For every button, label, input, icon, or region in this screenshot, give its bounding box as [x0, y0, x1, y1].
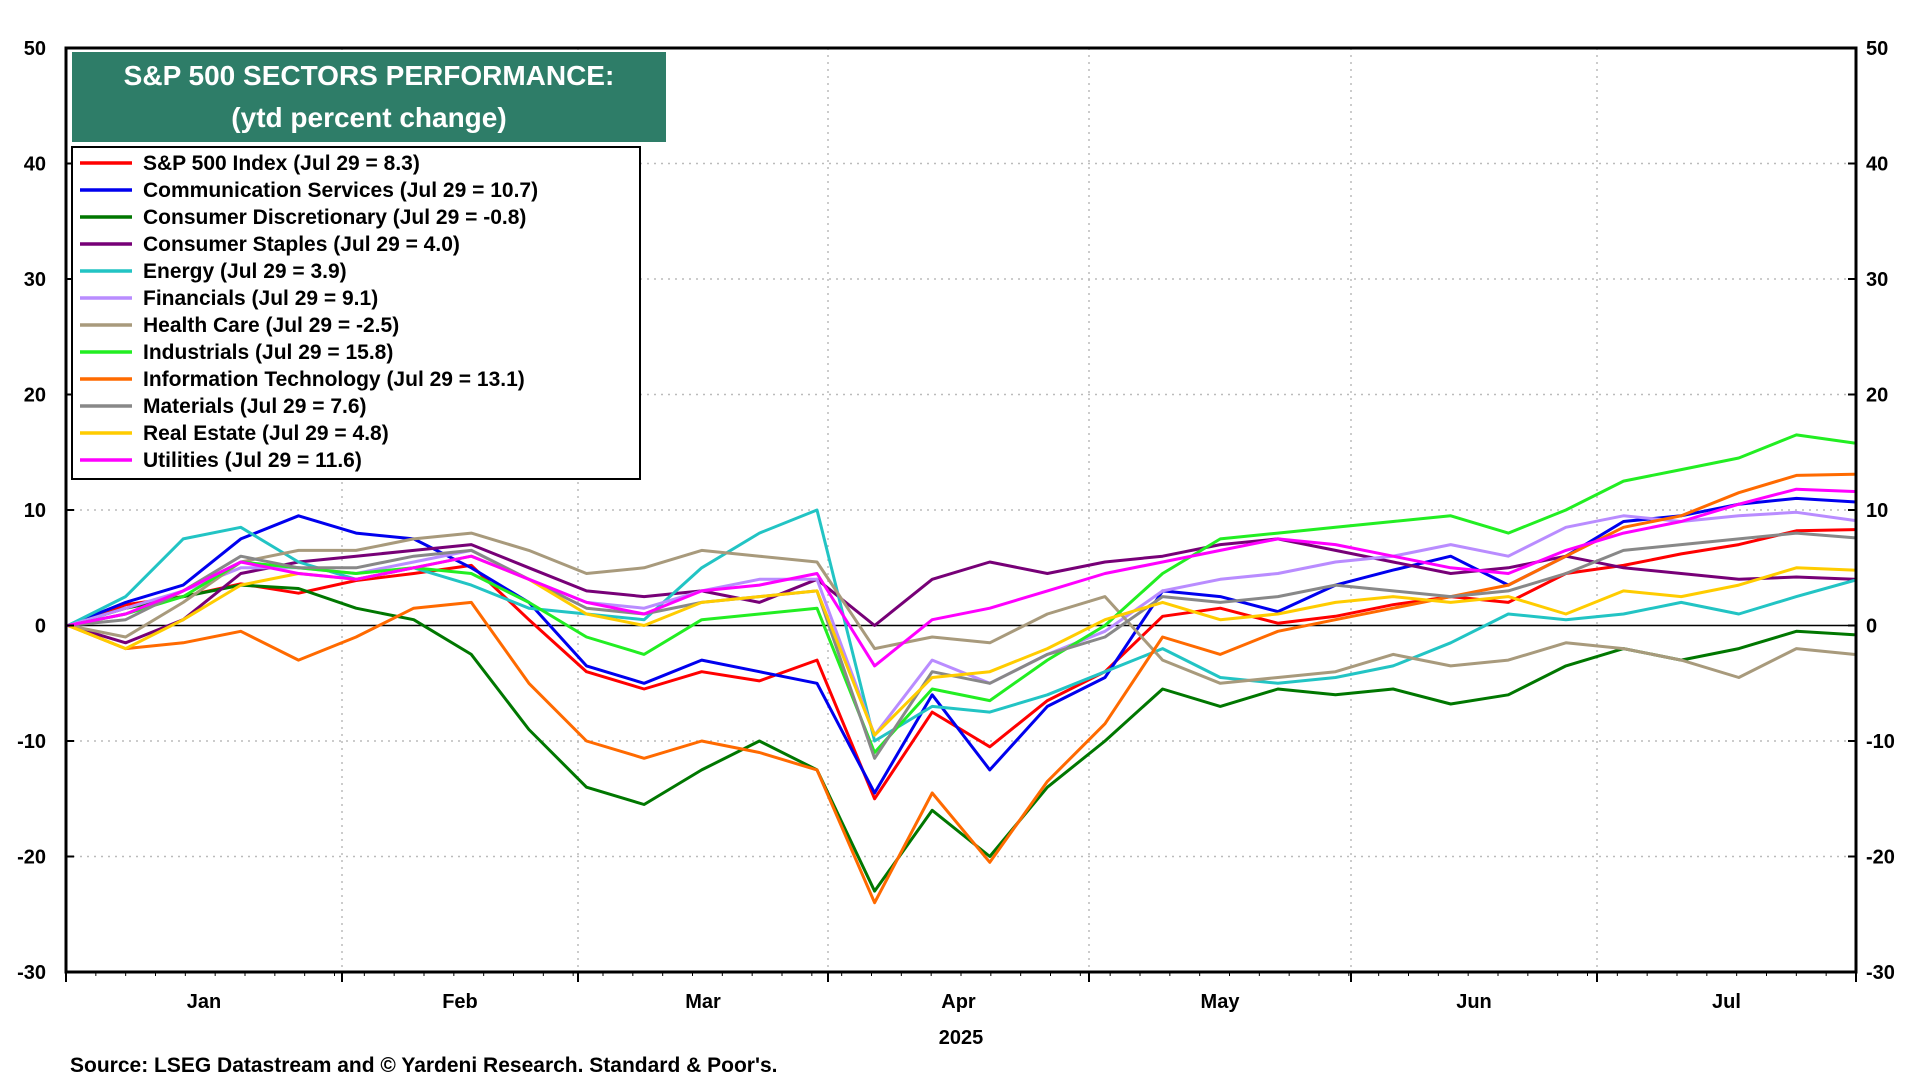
series-line	[66, 537, 1856, 645]
month-label: Feb	[442, 991, 478, 1013]
month-label: Jun	[1456, 991, 1492, 1013]
y-tick-label: 30	[24, 269, 46, 291]
y-tick-label: 20	[1866, 385, 1888, 407]
y-tick-label: 0	[1866, 616, 1877, 638]
source-note: Source: LSEG Datastream and © Yardeni Re…	[70, 1054, 777, 1077]
y-tick-label: 40	[24, 154, 46, 176]
chart-subtitle: (ytd percent change)	[231, 102, 506, 133]
y-tick-label: -10	[17, 731, 46, 753]
legend-label: Health Care (Jul 29 = -2.5)	[143, 314, 399, 337]
title-background	[72, 52, 666, 142]
y-axis-left: 50 40 30 20 10 0 -10 -20 -30	[17, 38, 74, 984]
y-tick-label: -30	[17, 962, 46, 984]
y-tick-label: -20	[17, 847, 46, 869]
y-tick-label: 30	[1866, 269, 1888, 291]
y-tick-label: 40	[1866, 154, 1888, 176]
y-tick-label: 50	[1866, 38, 1888, 60]
y-tick-label: 0	[35, 616, 46, 638]
x-axis-label: 2025	[939, 1027, 984, 1049]
y-axis-right: 50 40 30 20 10 0 -10 -20 -30	[1848, 38, 1895, 984]
series-line	[66, 531, 1856, 760]
legend-label: Real Estate (Jul 29 = 4.8)	[143, 422, 389, 445]
series-line	[66, 433, 1856, 754]
chart-title: S&P 500 SECTORS PERFORMANCE:	[124, 60, 615, 91]
title-box: S&P 500 SECTORS PERFORMANCE: (ytd percen…	[72, 52, 666, 142]
month-label: Mar	[685, 991, 721, 1013]
legend-label: Materials (Jul 29 = 7.6)	[143, 395, 367, 418]
series-line	[66, 583, 1856, 893]
series-line	[66, 531, 1856, 685]
legend-label: Industrials (Jul 29 = 15.8)	[143, 341, 393, 364]
legend-label: Energy (Jul 29 = 3.9)	[143, 260, 347, 283]
legend-label: Information Technology (Jul 29 = 13.1)	[143, 368, 525, 391]
y-tick-label: 10	[1866, 500, 1888, 522]
legend-label: Financials (Jul 29 = 9.1)	[143, 287, 378, 310]
y-tick-label: -30	[1866, 962, 1895, 984]
series-line	[66, 472, 1856, 905]
y-tick-label: 20	[24, 385, 46, 407]
series-layer	[66, 433, 1856, 905]
legend-label: S&P 500 Index (Jul 29 = 8.3)	[143, 152, 420, 175]
y-tick-label: -10	[1866, 731, 1895, 753]
legend-label: Consumer Discretionary (Jul 29 = -0.8)	[143, 206, 526, 229]
y-tick-label: -20	[1866, 847, 1895, 869]
legend-label: Utilities (Jul 29 = 11.6)	[143, 449, 362, 472]
legend-box	[71, 146, 641, 480]
legend-label: Consumer Staples (Jul 29 = 4.0)	[143, 233, 460, 256]
month-label: May	[1201, 991, 1241, 1013]
month-label: Apr	[941, 991, 976, 1013]
month-label: Jul	[1712, 991, 1741, 1013]
y-tick-label: 10	[24, 500, 46, 522]
legend-label: Communication Services (Jul 29 = 10.7)	[143, 179, 538, 202]
legend: S&P 500 Index (Jul 29 = 8.3) Communicatio…	[71, 146, 641, 480]
series-line	[66, 487, 1856, 668]
x-axis: Jan Feb Mar Apr May Jun Jul	[65, 972, 1857, 1013]
series-line	[66, 528, 1856, 801]
y-tick-label: 50	[24, 38, 46, 60]
legend-items: S&P 500 Index (Jul 29 = 8.3) Communicatio…	[80, 152, 538, 472]
month-label: Jan	[187, 991, 221, 1013]
